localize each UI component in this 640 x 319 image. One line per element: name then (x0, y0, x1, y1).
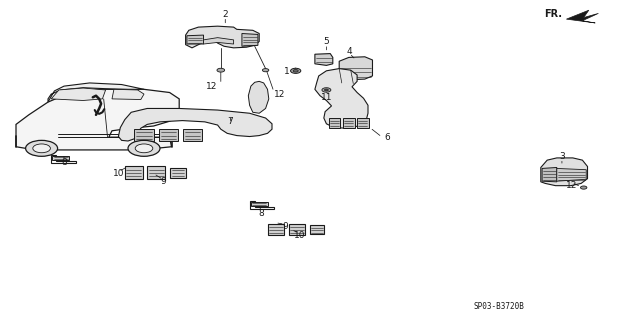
Text: 9: 9 (161, 177, 166, 186)
Polygon shape (557, 168, 586, 181)
Polygon shape (289, 224, 305, 235)
Circle shape (135, 144, 153, 153)
Text: 5: 5 (324, 37, 329, 46)
Text: 10: 10 (113, 169, 124, 178)
Text: 1: 1 (284, 67, 290, 76)
Polygon shape (242, 33, 258, 46)
Text: 6: 6 (384, 133, 390, 142)
Polygon shape (186, 26, 259, 48)
Polygon shape (315, 54, 333, 65)
Text: 10: 10 (294, 231, 305, 240)
Polygon shape (251, 202, 268, 206)
Polygon shape (541, 158, 588, 186)
Text: 12: 12 (205, 82, 217, 91)
Polygon shape (542, 167, 557, 182)
Polygon shape (48, 83, 144, 102)
Polygon shape (134, 129, 154, 141)
Polygon shape (51, 88, 106, 100)
Polygon shape (315, 69, 368, 128)
Circle shape (128, 140, 160, 156)
Polygon shape (248, 81, 269, 113)
Text: FR.: FR. (544, 9, 562, 19)
Polygon shape (147, 166, 165, 179)
Text: 7: 7 (228, 117, 233, 126)
Polygon shape (310, 226, 324, 234)
Text: 8: 8 (259, 209, 264, 218)
Circle shape (293, 70, 298, 72)
Polygon shape (329, 118, 340, 128)
Polygon shape (118, 108, 272, 141)
Polygon shape (52, 156, 69, 160)
Polygon shape (204, 38, 234, 44)
Polygon shape (125, 166, 143, 179)
Text: 3: 3 (559, 152, 564, 161)
Polygon shape (16, 89, 179, 150)
Text: 12: 12 (274, 90, 285, 99)
Circle shape (580, 186, 587, 189)
Circle shape (291, 68, 301, 73)
Text: 4: 4 (347, 47, 352, 56)
Polygon shape (339, 57, 372, 80)
Text: 12: 12 (566, 181, 577, 189)
Circle shape (26, 140, 58, 156)
Circle shape (217, 68, 225, 72)
Polygon shape (159, 129, 178, 141)
Text: SP03-B3720B: SP03-B3720B (474, 302, 524, 311)
Text: 9: 9 (282, 222, 287, 231)
Polygon shape (183, 129, 202, 141)
Polygon shape (170, 168, 186, 177)
Polygon shape (268, 224, 284, 235)
Polygon shape (187, 35, 204, 44)
Circle shape (322, 88, 331, 92)
Text: 8: 8 (61, 158, 67, 167)
Text: 2: 2 (223, 10, 228, 19)
Polygon shape (566, 10, 598, 23)
Polygon shape (343, 118, 355, 128)
Text: 11: 11 (321, 93, 332, 102)
Circle shape (324, 89, 328, 91)
Circle shape (33, 144, 51, 153)
Polygon shape (112, 89, 144, 100)
Polygon shape (357, 118, 369, 128)
Circle shape (262, 69, 269, 72)
